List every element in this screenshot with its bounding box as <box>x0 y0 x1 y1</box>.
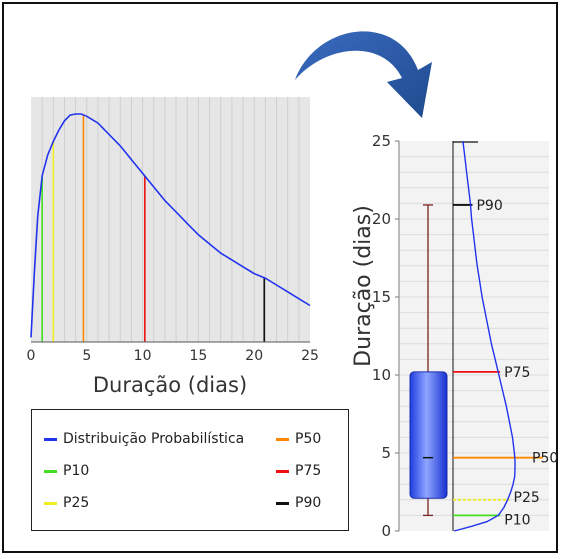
legend-label: P90 <box>295 495 322 511</box>
legend-label: P75 <box>295 463 322 479</box>
box-y-tick-label: 5 <box>381 444 391 462</box>
legend-item-distribution: Distribuição Probabilística <box>44 431 244 447</box>
legend-swatch <box>276 501 289 505</box>
legend-label: P50 <box>295 431 322 447</box>
legend-swatch <box>276 437 289 441</box>
legend-label: Distribuição Probabilística <box>63 431 245 447</box>
legend-swatch <box>44 437 57 441</box>
box-y-axis-label: Duração (dias) <box>351 205 376 367</box>
box-y-tick-label: 10 <box>372 366 391 384</box>
legend-swatch <box>276 469 289 473</box>
density-x-tick-label: 15 <box>189 348 207 364</box>
profile-curve <box>454 140 516 532</box>
percentile-label-p10: P10 <box>504 512 530 528</box>
box-y-tick-label: 15 <box>372 288 391 306</box>
legend-label: P10 <box>63 463 90 479</box>
density-x-axis-label: Duração (dias) <box>93 373 247 397</box>
legend-item-p75: P75 <box>276 463 321 479</box>
legend-item-p25: P25 <box>44 495 89 511</box>
legend-label: P25 <box>63 495 90 511</box>
percentile-label-p25: P25 <box>514 490 540 506</box>
density-x-tick-label: 0 <box>27 348 36 364</box>
density-x-tick-label: 5 <box>82 348 91 364</box>
box-chart: 0 5 10 15 20 25 Duração (dias) P90 P75 P50 P25 P1… <box>351 132 558 540</box>
percentile-label-p75: P75 <box>504 365 530 381</box>
percentile-label-p90: P90 <box>476 198 502 214</box>
legend-swatch <box>44 501 57 505</box>
density-plot-area <box>31 97 310 342</box>
box-body <box>409 371 448 499</box>
density-chart: 0 5 10 15 20 25 Duração (dias) <box>27 97 319 397</box>
density-x-tick-label: 10 <box>134 348 152 364</box>
legend-item-p10: P10 <box>44 463 89 479</box>
curved-arrow <box>295 31 432 118</box>
legend: Distribuição Probabilística P50 P10 P75 … <box>31 409 349 531</box>
percentile-label-p50: P50 <box>532 451 558 467</box>
box-y-tick-label: 0 <box>381 522 391 540</box>
density-x-tick-label: 25 <box>301 348 319 364</box>
density-curve <box>30 113 311 338</box>
density-x-tick-label: 20 <box>245 348 263 364</box>
legend-item-p90: P90 <box>276 495 321 511</box>
legend-item-p50: P50 <box>276 431 321 447</box>
box-y-tick-label: 25 <box>372 132 391 150</box>
box-y-tick-label: 20 <box>372 210 391 228</box>
legend-swatch <box>44 469 57 473</box>
